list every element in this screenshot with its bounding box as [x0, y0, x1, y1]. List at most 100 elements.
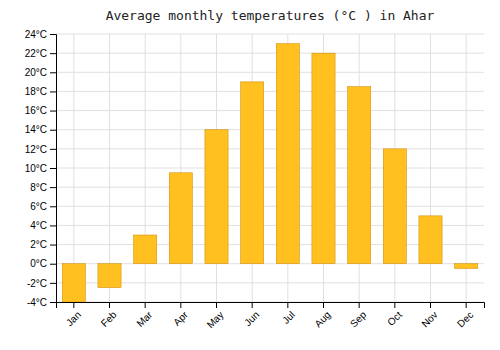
- tick-mark: [287, 302, 288, 308]
- tick-label: 4°C: [30, 220, 47, 231]
- tick-mark: [252, 302, 253, 308]
- tick-label: Dec: [455, 309, 475, 329]
- tick-label: 24°C: [25, 29, 47, 40]
- grid-line: [56, 168, 484, 169]
- tick-mark: [50, 168, 56, 169]
- tick-mark: [50, 91, 56, 92]
- tick: Jun: [242, 302, 261, 328]
- y-axis: -4°C -2°C 0°C 2°C 4°C 6°C 8°C 10°C 12°C 14°C 16°C 1…: [25, 29, 57, 308]
- tick-mark: [323, 302, 324, 308]
- tick-mark: [50, 130, 56, 131]
- tick: 8°C: [30, 182, 56, 193]
- tick-label: 2°C: [30, 239, 47, 250]
- tick: 2°C: [30, 239, 56, 250]
- tick: Sep: [348, 302, 369, 329]
- bar: [383, 149, 406, 264]
- tick-mark: [145, 302, 146, 308]
- tick: 14°C: [25, 124, 56, 135]
- tick: Jan: [64, 302, 83, 328]
- tick: -2°C: [27, 278, 56, 289]
- axis-line: [50, 35, 57, 303]
- tick: 0°C: [30, 258, 56, 269]
- tick: Jul: [280, 302, 297, 326]
- grid-line: [56, 110, 484, 111]
- tick-mark: [50, 149, 56, 150]
- x-axis: Jan Feb Mar Apr May Jun Jul Aug Sep Oct Nov Dec: [57, 302, 485, 330]
- grid-line: [56, 53, 484, 54]
- tick-label: 22°C: [25, 48, 47, 59]
- tick-mark: [50, 187, 56, 188]
- title: Average monthly temperatures (°C ) in Ah…: [106, 8, 435, 23]
- tick: -4°C: [27, 297, 56, 308]
- tick-mark: [109, 302, 110, 308]
- tick-label: 20°C: [25, 67, 47, 78]
- tick-label: Jun: [242, 309, 261, 328]
- tick-mark: [50, 72, 56, 73]
- tick-mark: [50, 245, 56, 246]
- tick: 20°C: [25, 67, 56, 78]
- grid-line: [56, 129, 484, 130]
- tick-mark: [50, 111, 56, 112]
- tick: Feb: [99, 302, 119, 329]
- tick-mark: [466, 302, 467, 308]
- tick: Nov: [419, 302, 439, 329]
- bar: [312, 53, 335, 264]
- bar: [62, 264, 85, 302]
- tick: 12°C: [25, 144, 56, 155]
- tick: 16°C: [25, 105, 56, 116]
- tick-label: 8°C: [30, 182, 47, 193]
- tick-mark: [50, 283, 56, 284]
- plot: -4°C -2°C 0°C 2°C 4°C 6°C 8°C 10°C 12°C 14°C 16°C 1…: [25, 29, 485, 331]
- tick: 22°C: [25, 48, 56, 59]
- tick-label: Jan: [64, 309, 83, 328]
- tick-mark: [50, 225, 56, 226]
- grid-line: [73, 34, 74, 302]
- tick: 24°C: [25, 29, 56, 40]
- tick-label: 16°C: [25, 105, 47, 116]
- tick-label: Sep: [348, 309, 369, 330]
- grid-line: [56, 34, 484, 35]
- bars: [62, 44, 478, 302]
- tick-label: 14°C: [25, 124, 47, 135]
- grid: [56, 34, 484, 302]
- tick: May: [205, 302, 226, 330]
- tick-mark: [359, 302, 360, 308]
- chart-svg: -4°C -2°C 0°C 2°C 4°C 6°C 8°C 10°C 12°C 14°C 16°C 1…: [0, 0, 500, 350]
- tick-label: Apr: [171, 309, 190, 328]
- bar: [169, 173, 192, 264]
- tick: 18°C: [25, 86, 56, 97]
- tick-label: Jul: [280, 309, 297, 326]
- tick: 10°C: [25, 163, 56, 174]
- tick: Apr: [171, 302, 190, 328]
- tick-mark: [180, 302, 181, 308]
- tick-label: 18°C: [25, 86, 47, 97]
- grid-line: [56, 148, 484, 149]
- bar: [276, 44, 299, 264]
- tick-label: 6°C: [30, 201, 47, 212]
- tick: Oct: [385, 302, 404, 328]
- grid-line: [56, 72, 484, 73]
- tick: 4°C: [30, 220, 56, 231]
- axis-line: [57, 303, 485, 309]
- tick-label: 10°C: [25, 163, 47, 174]
- grid-line: [56, 187, 484, 188]
- tick: Mar: [134, 302, 154, 329]
- grid-line: [109, 34, 110, 302]
- tick-mark: [73, 302, 74, 308]
- tick: 6°C: [30, 201, 56, 212]
- tick-label: Oct: [385, 309, 404, 328]
- tick-label: Aug: [312, 309, 332, 329]
- tick-mark: [216, 302, 217, 308]
- tick-label: May: [205, 309, 226, 330]
- tick-label: -4°C: [27, 297, 47, 308]
- tick-mark: [50, 206, 56, 207]
- chart-container: -4°C -2°C 0°C 2°C 4°C 6°C 8°C 10°C 12°C 14°C 16°C 1…: [0, 0, 500, 350]
- tick-mark: [50, 264, 56, 265]
- bar: [205, 130, 228, 264]
- tick: Dec: [455, 302, 475, 329]
- tick-mark: [50, 34, 56, 35]
- tick-mark: [50, 302, 56, 303]
- grid-line: [466, 34, 467, 302]
- tick: Aug: [312, 302, 332, 329]
- tick-label: 0°C: [30, 258, 47, 269]
